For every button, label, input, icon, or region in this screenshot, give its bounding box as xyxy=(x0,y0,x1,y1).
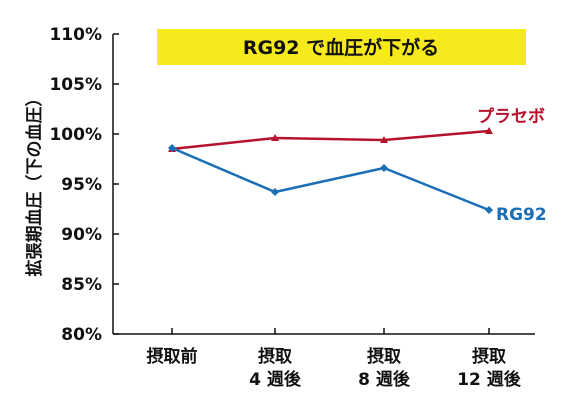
x-tick-label-line: 摂取前 xyxy=(147,346,198,367)
data-point-placebo xyxy=(380,136,388,143)
x-tick-label-line: 摂取 xyxy=(472,346,506,367)
data-point-rg92 xyxy=(380,164,388,172)
series-label-placebo: プラセボ xyxy=(477,106,545,127)
x-tick-label-line: 8 週後 xyxy=(358,369,411,390)
series-line-placebo xyxy=(171,129,490,151)
x-tick-label: 摂取 8 週後 xyxy=(358,346,411,390)
x-tick-label-line: 4 週後 xyxy=(249,369,302,390)
data-point-placebo xyxy=(271,134,279,141)
y-tick-label: 110% xyxy=(49,25,102,45)
title-banner: RG92 で血圧が下がる xyxy=(157,29,526,65)
x-tick-label: 摂取 4 週後 xyxy=(249,346,302,390)
series-label-rg92: RG92 xyxy=(496,205,547,225)
x-tick-label-line: 摂取 xyxy=(367,346,401,367)
y-tick-label: 100% xyxy=(49,125,102,145)
data-point-rg92 xyxy=(168,144,176,152)
x-tick-label: 摂取 12 週後 xyxy=(457,346,522,390)
data-point-rg92 xyxy=(485,206,493,214)
x-tick-label-line: 12 週後 xyxy=(457,369,522,390)
series-line-rg92 xyxy=(171,146,490,212)
x-tick-label-line: 摂取 xyxy=(258,346,292,367)
axes xyxy=(112,34,535,335)
x-tick-label: 摂取前 xyxy=(147,346,198,367)
y-axis-label: 拡張期血圧（下の血圧） xyxy=(24,90,45,277)
y-tick-label: 95% xyxy=(61,175,102,195)
title-background xyxy=(157,29,526,65)
series-layer xyxy=(168,127,493,214)
y-tick-label: 90% xyxy=(61,225,102,245)
y-tick-label: 85% xyxy=(61,275,102,295)
y-ticks: 80% 85% 90% 95% 100% 105% 110% xyxy=(49,25,119,345)
chart-title: RG92 で血圧が下がる xyxy=(243,36,439,59)
y-tick-label: 105% xyxy=(49,75,102,95)
data-point-placebo xyxy=(485,127,493,134)
data-point-rg92 xyxy=(271,188,279,196)
y-tick-label: 80% xyxy=(61,325,102,345)
